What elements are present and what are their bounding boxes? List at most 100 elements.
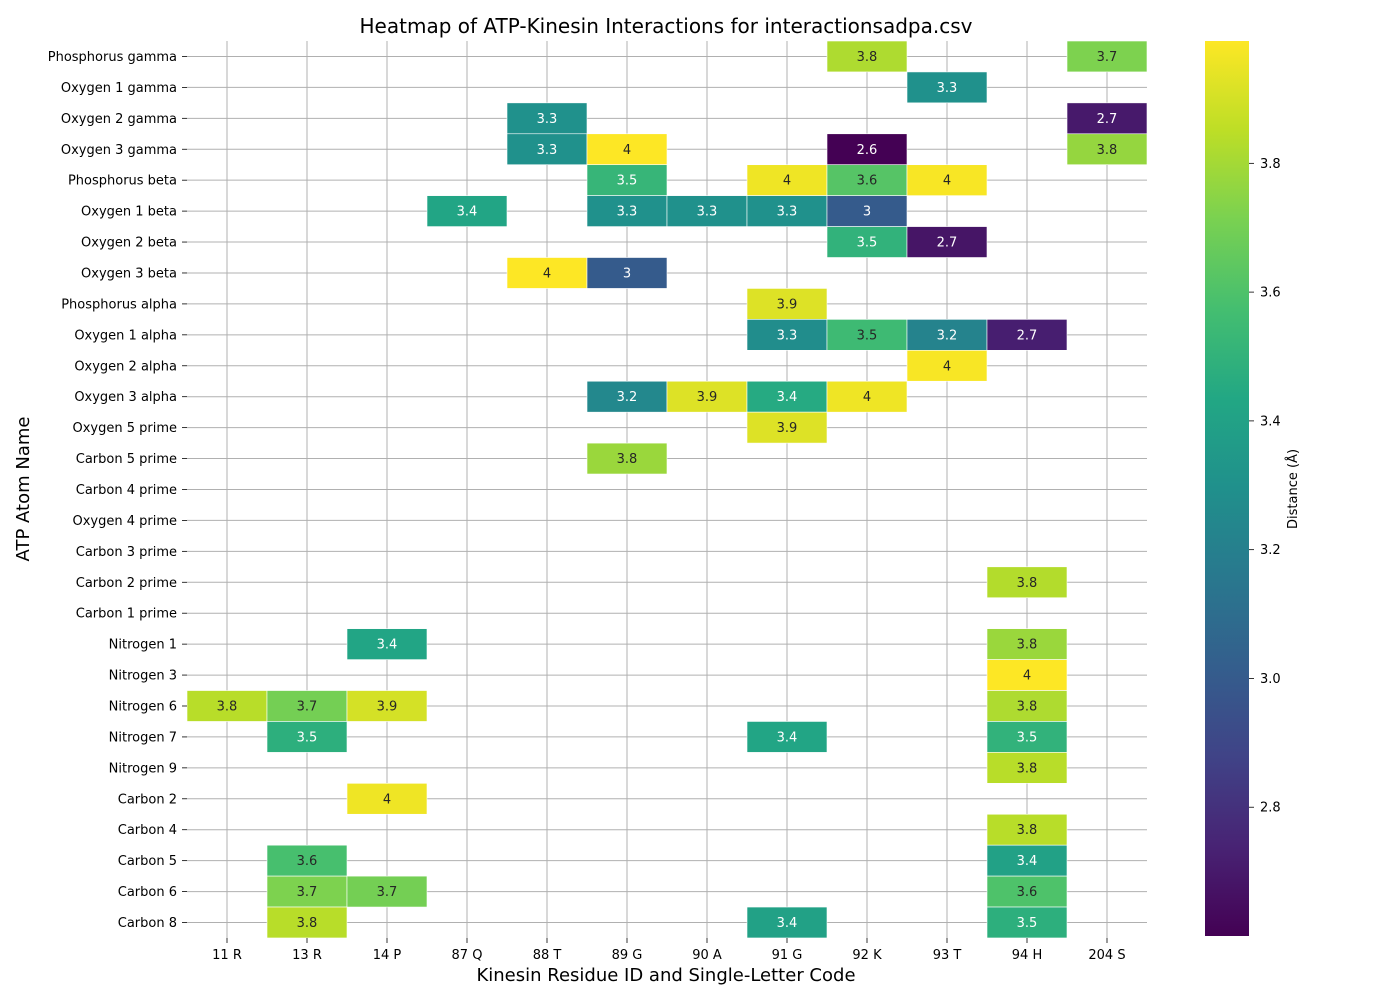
cell-value-label: 2.6 [857,143,878,158]
cell-value-label: 2.7 [1097,112,1118,127]
heatmap-cell [346,690,428,722]
cell-value-label: 4 [943,174,951,189]
heatmap-cell [826,195,908,227]
heatmap-cell [1066,40,1148,73]
y-tick-label: Carbon 1 prime [76,607,177,622]
x-tick-label: 14 P [373,948,402,963]
x-tick-label: 87 Q [452,948,483,963]
heatmap-cell [986,875,1068,908]
heatmap-cell [746,195,828,227]
cell-value-label: 3.8 [1017,576,1038,591]
colorbar-tick-label: 3.6 [1260,286,1281,301]
y-tick-label: Carbon 2 prime [76,576,177,591]
heatmap-cell [986,721,1068,753]
cell-value-label: 2.7 [937,236,958,251]
cell-value-label: 3.6 [297,854,318,869]
heatmap-cell [826,40,908,73]
x-tick-label: 91 G [772,948,803,963]
y-tick-label: Oxygen 3 beta [81,266,177,281]
cell-value-label: 4 [943,359,951,374]
colorbar-tick-label: 3.4 [1260,414,1281,429]
heatmap-cell [746,721,828,753]
heatmap-cell [906,226,988,258]
heatmap-cell [506,257,588,289]
cell-value-label: 3.4 [777,916,798,931]
cell-value-label: 3.8 [857,50,878,65]
heatmap-cells [186,40,1148,939]
heatmap-cell [586,442,668,475]
heatmap-cell [266,906,348,939]
heatmap-cell [986,628,1068,660]
cell-value-label: 3.5 [857,236,878,251]
heatmap-cell [266,721,348,753]
cell-value-label: 3.9 [377,699,398,714]
cell-value-label: 3.8 [1097,143,1118,158]
heatmap-cell [826,380,908,413]
cell-value-label: 4 [543,266,551,281]
y-tick-label: Oxygen 1 gamma [61,81,177,96]
heatmap-cell [986,844,1068,877]
cell-value-label: 3.5 [617,174,638,189]
y-tick-label: Oxygen 5 prime [72,421,177,436]
heatmap-cell [986,813,1068,846]
colorbar: 2.8 3.0 3.2 3.4 3.6 3.8 Distance (Å) [1205,41,1301,936]
cell-value-label: 3.6 [1017,885,1038,900]
x-tick-label: 13 R [292,948,322,963]
cell-value-label: 3.7 [1097,50,1118,65]
colorbar-tick-label: 2.8 [1260,801,1281,816]
cell-labels: 3.8 3.7 3.3 3.3 2.7 3.3 4 2.6 3.8 3.5 4 3.6 4 3.4 3.3 3… [217,50,1118,931]
cell-value-label: 3.4 [1017,854,1038,869]
cell-value-label: 3.5 [1017,916,1038,931]
heatmap-cell [986,906,1068,939]
colorbar-ticks: 2.8 3.0 3.2 3.4 3.6 3.8 [1249,157,1281,816]
heatmap-cell [746,319,828,351]
heatmap-cell [986,566,1068,599]
cell-value-label: 4 [783,174,791,189]
cell-value-label: 3.2 [617,390,638,405]
heatmap-cell [986,752,1068,784]
y-tick-label: Oxygen 2 alpha [74,359,177,374]
cell-value-label: 4 [623,143,631,158]
cell-value-label: 3.3 [537,112,558,127]
y-tick-label: Oxygen 2 gamma [61,112,177,127]
cell-value-label: 3.5 [857,328,878,343]
cell-value-label: 3.4 [457,205,478,220]
y-tick-label: Nitrogen 9 [109,761,177,776]
cell-value-label: 4 [1023,669,1031,684]
heatmap-cell [586,195,668,227]
heatmap-cell [746,164,828,196]
y-tick-label: Phosphorus gamma [48,50,177,65]
cell-value-label: 3.8 [1017,761,1038,776]
heatmap-cell [586,380,668,413]
heatmap-cell [906,319,988,351]
y-tick-label: Nitrogen 3 [109,669,177,684]
cell-value-label: 3.2 [937,328,958,343]
cell-value-label: 3.8 [1017,638,1038,653]
heatmap-cell [746,380,828,413]
colorbar-label: Distance (Å) [1285,449,1301,529]
colorbar-tick-label: 3.0 [1260,672,1281,687]
heatmap-cell [426,195,508,227]
x-tick-label: 92 K [852,948,882,963]
y-tick-label: Oxygen 2 beta [81,236,177,251]
x-tick-label: 88 T [533,948,562,963]
heatmap-cell [186,690,268,722]
heatmap-cell [1066,133,1148,166]
cell-value-label: 3.8 [617,452,638,467]
y-tick-label: Carbon 8 [118,916,177,931]
cell-value-label: 3.4 [377,638,398,653]
cell-value-label: 3.3 [777,205,798,220]
heatmap-cell [506,102,588,135]
heatmap-cell [1066,102,1148,135]
cell-value-label: 3.3 [937,81,958,96]
cell-value-label: 3.9 [777,297,798,312]
x-tick-label: 94 H [1012,948,1042,963]
y-tick-label: Oxygen 1 beta [81,205,177,220]
y-tick-label: Oxygen 3 alpha [74,390,177,405]
x-tick-label: 11 R [212,948,242,963]
y-tick-label: Nitrogen 7 [109,730,177,745]
heatmap-cell [746,411,828,444]
y-tick-label: Carbon 5 prime [76,452,177,467]
y-tick-label: Carbon 5 [118,854,177,869]
